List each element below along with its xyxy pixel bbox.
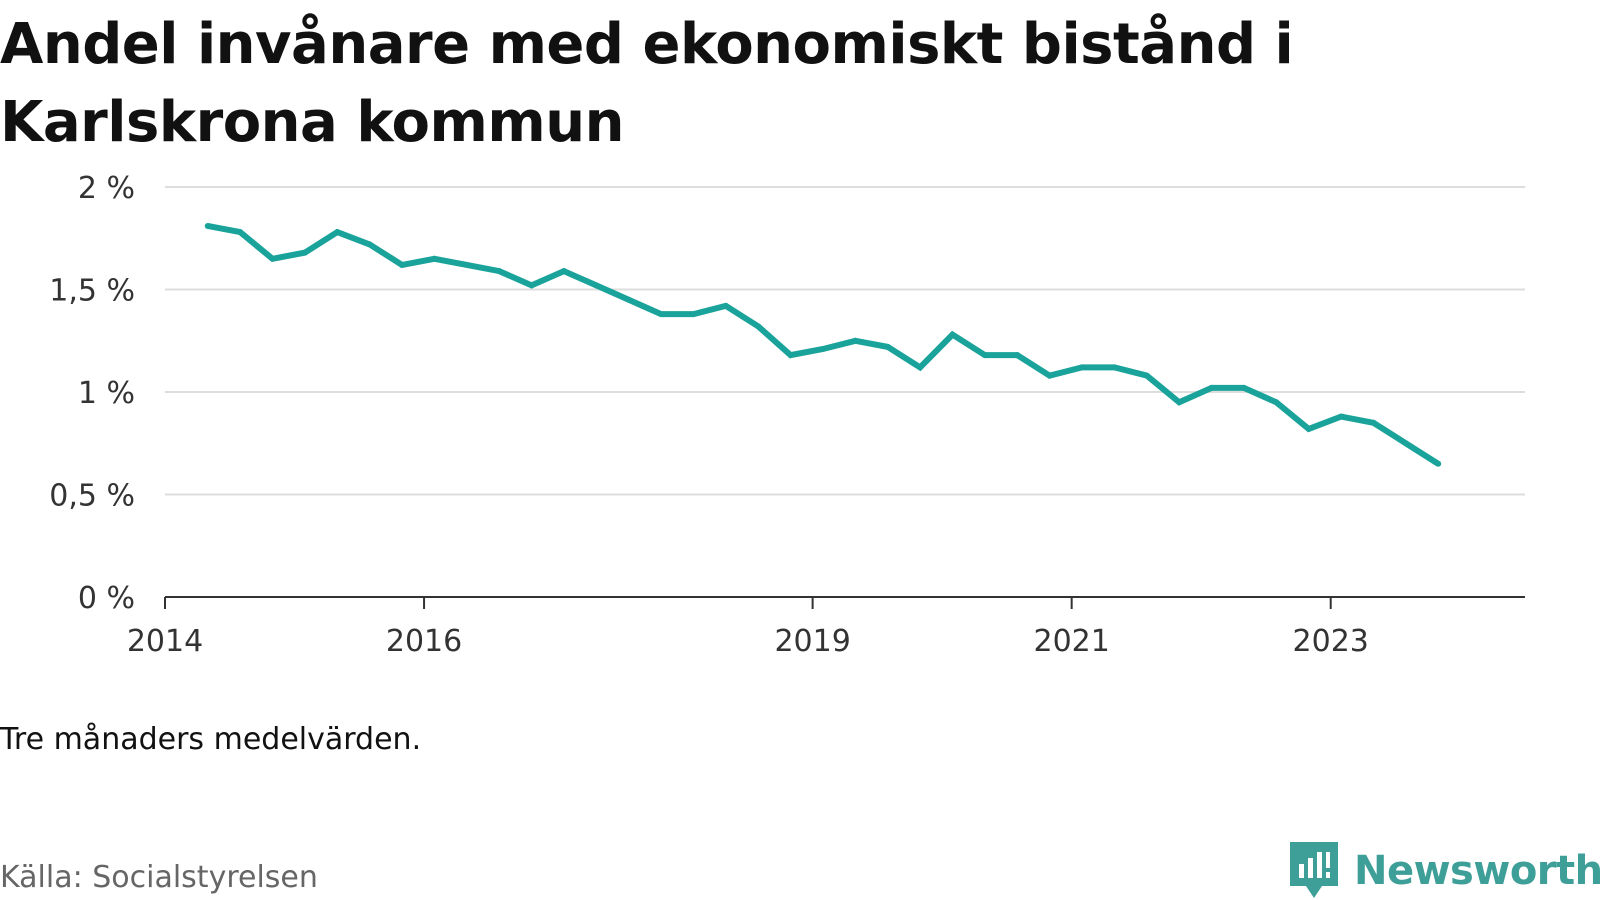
data-point (204, 222, 211, 229)
data-point (658, 311, 665, 318)
data-point (593, 282, 600, 289)
data-point (852, 337, 859, 344)
data-point (334, 229, 341, 236)
brand-logo: Newsworthy (1290, 842, 1600, 900)
source-text: Källa: Socialstyrelsen (0, 860, 318, 895)
x-axis-ticks: 2014 2016 2019 2021 2023 (127, 597, 1369, 659)
data-point (755, 323, 762, 330)
line-chart: 0 % 0,5 % 1 % 1,5 % 2 % 2014 2016 2019 2021 2023 (49, 171, 1525, 659)
data-point (496, 268, 503, 275)
data-point (1402, 440, 1409, 447)
data-point (1370, 419, 1377, 426)
data-point (1014, 352, 1021, 359)
data-point (884, 343, 891, 350)
chart-note: Tre månaders medelvärden. (0, 722, 422, 757)
brand-name: Newsworthy (1354, 848, 1600, 894)
x-tick-label: 2023 (1293, 624, 1369, 659)
data-point (722, 302, 729, 309)
data-point (1273, 399, 1280, 406)
grid-lines (165, 186, 1525, 496)
data-point (1079, 364, 1086, 371)
data-point (463, 261, 470, 268)
data-point (949, 331, 956, 338)
data-point (399, 261, 406, 268)
data-point (431, 255, 438, 262)
data-point (1046, 372, 1053, 379)
x-tick-label: 2014 (127, 624, 203, 659)
series-line (207, 222, 1440, 467)
data-point (301, 249, 308, 256)
data-point (269, 255, 276, 262)
y-tick-label: 2 % (78, 171, 135, 206)
data-point (1208, 384, 1215, 391)
x-tick-label: 2019 (774, 624, 850, 659)
y-axis-tick-labels: 0 % 0,5 % 1 % 1,5 % 2 % (49, 171, 135, 616)
x-tick-label: 2021 (1033, 624, 1109, 659)
data-point (528, 282, 535, 289)
data-point (690, 311, 697, 318)
x-tick-label: 2016 (386, 624, 462, 659)
y-tick-label: 0 % (78, 581, 135, 616)
data-point (366, 241, 373, 248)
data-point (981, 352, 988, 359)
data-point (1305, 425, 1312, 432)
chart-title: Andel invånare med ekonomiskt bistånd i … (0, 12, 1294, 155)
data-point (1111, 364, 1118, 371)
data-point (625, 296, 632, 303)
data-point (917, 364, 924, 371)
data-point (1240, 384, 1247, 391)
data-point (1176, 399, 1183, 406)
data-point (787, 352, 794, 359)
data-point (1435, 460, 1442, 467)
newsworthy-logo-icon (1290, 842, 1338, 898)
data-point (237, 229, 244, 236)
series-layer (204, 222, 1442, 467)
data-point (819, 345, 826, 352)
data-point (1338, 413, 1345, 420)
y-tick-label: 1,5 % (49, 274, 135, 309)
y-tick-label: 1 % (78, 376, 135, 411)
data-point (560, 268, 567, 275)
y-tick-label: 0,5 % (49, 479, 135, 514)
data-point (1143, 372, 1150, 379)
